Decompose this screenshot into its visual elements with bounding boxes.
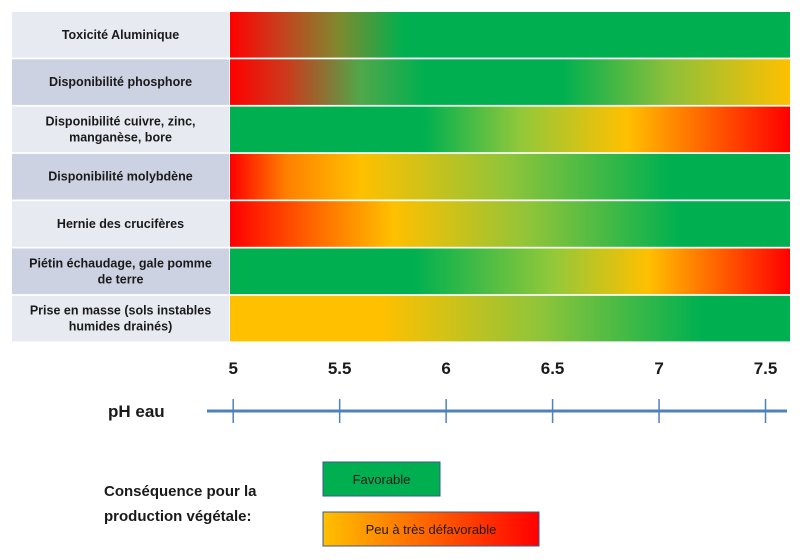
row-label-cell: [12, 295, 229, 342]
chart-row: Disponibilité molybdène: [12, 153, 790, 200]
row-label: de terre: [98, 272, 144, 286]
legend-item: Favorable: [322, 461, 441, 497]
row-label: Disponibilité cuivre, zinc,: [45, 114, 195, 128]
legend: Conséquence pour la production végétale: F…: [104, 461, 540, 547]
legend-label: Favorable: [353, 472, 411, 487]
row-label: Disponibilité molybdène: [48, 170, 193, 184]
row-label-cell: [12, 248, 229, 295]
chart-row: Disponibilité cuivre, zinc, manganèse, bo…: [12, 106, 790, 153]
row-label: Toxicité Aluminique: [62, 28, 179, 42]
consequence-gradient-bar: [230, 153, 790, 200]
row-label-cell: [12, 106, 229, 153]
consequence-gradient-bar: [230, 59, 790, 105]
ph-axis: 5 5.5 6 6.5 7 7.5 pH eau: [108, 359, 787, 423]
row-label: Prise en masse (sols instables: [30, 304, 211, 318]
row-label: manganèse, bore: [69, 130, 172, 144]
row-label: Piétin échaudage, gale pomme: [29, 256, 212, 270]
tick-label: 7.5: [754, 359, 778, 378]
row-label-cell: [12, 201, 229, 247]
chart-row: Toxicité Aluminique: [12, 12, 790, 58]
consequence-gradient-bar: [230, 248, 790, 295]
legend-item: Peu à très défavorable: [322, 511, 540, 547]
tick-label: 5: [228, 359, 237, 378]
consequence-gradient-bar: [230, 201, 790, 247]
consequence-gradient-bar: [230, 106, 790, 153]
legend-label: Peu à très défavorable: [366, 522, 497, 537]
chart-row: Piétin échaudage, gale pomme de terre: [12, 248, 790, 295]
legend-swatch: [322, 511, 540, 547]
legend-swatch: [322, 461, 441, 497]
rows-layer: Toxicité Aluminique Disponibilité phospho…: [12, 12, 790, 342]
tick-label: 5.5: [328, 359, 352, 378]
consequence-gradient-bar: [230, 295, 790, 342]
axis-label: pH eau: [108, 402, 165, 421]
row-label-cell: [12, 153, 229, 200]
chart-row: Prise en masse (sols instables humides dr…: [12, 295, 790, 342]
consequence-gradient-bar: [230, 12, 790, 58]
row-label: Hernie des crucifères: [57, 217, 184, 231]
row-label: humides drainés): [69, 320, 173, 334]
legend-title: production végétale:: [104, 508, 252, 525]
legend-title: Conséquence pour la: [104, 483, 257, 500]
chart-row: Disponibilité phosphore: [12, 59, 790, 105]
tick-label: 6: [441, 359, 450, 378]
chart-row: Hernie des crucifères: [12, 201, 790, 247]
row-label-cell: [12, 59, 229, 105]
tick-label: 7: [654, 359, 663, 378]
row-label: Disponibilité phosphore: [49, 75, 192, 89]
row-label-cell: [12, 12, 229, 58]
tick-label: 6.5: [541, 359, 565, 378]
